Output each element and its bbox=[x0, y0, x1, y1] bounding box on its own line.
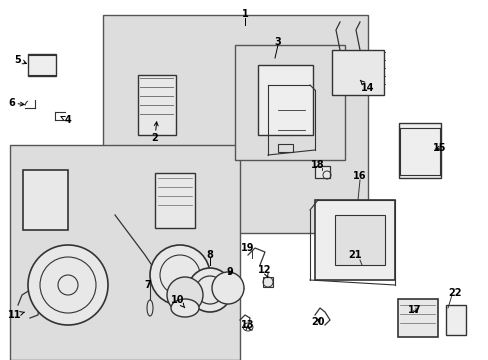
Text: 21: 21 bbox=[347, 250, 361, 260]
Text: 10: 10 bbox=[171, 295, 184, 308]
Text: 4: 4 bbox=[61, 115, 71, 125]
Ellipse shape bbox=[171, 299, 199, 317]
Bar bbox=[257, 65, 312, 135]
Ellipse shape bbox=[167, 277, 203, 313]
Text: 5: 5 bbox=[15, 55, 26, 65]
Text: 8: 8 bbox=[206, 250, 213, 260]
Text: 6: 6 bbox=[9, 98, 24, 108]
Text: 14: 14 bbox=[360, 80, 374, 93]
Ellipse shape bbox=[150, 245, 209, 305]
Text: 16: 16 bbox=[352, 171, 366, 181]
Text: 7: 7 bbox=[144, 280, 151, 290]
Bar bbox=[397, 299, 437, 337]
Ellipse shape bbox=[187, 268, 231, 312]
Text: 18: 18 bbox=[310, 160, 324, 170]
Bar bbox=[138, 75, 176, 135]
Text: 19: 19 bbox=[241, 243, 254, 253]
Text: 2: 2 bbox=[151, 122, 158, 143]
Bar bbox=[445, 305, 465, 335]
Text: 15: 15 bbox=[432, 143, 446, 153]
Ellipse shape bbox=[147, 300, 153, 316]
Bar bbox=[314, 166, 329, 178]
Text: 1: 1 bbox=[241, 9, 248, 19]
Bar bbox=[235, 45, 345, 160]
Text: 9: 9 bbox=[226, 267, 233, 277]
Text: 3: 3 bbox=[274, 37, 281, 47]
Bar bbox=[263, 277, 272, 287]
Bar bbox=[10, 145, 240, 360]
Text: 11: 11 bbox=[8, 310, 24, 320]
Bar bbox=[334, 215, 384, 265]
Bar bbox=[103, 15, 367, 233]
Text: 13: 13 bbox=[241, 320, 254, 330]
Text: 22: 22 bbox=[447, 288, 461, 298]
Text: 12: 12 bbox=[258, 265, 271, 278]
Text: 20: 20 bbox=[311, 317, 324, 327]
Ellipse shape bbox=[212, 272, 244, 304]
Text: 17: 17 bbox=[407, 305, 421, 315]
Bar bbox=[155, 172, 195, 228]
Bar bbox=[22, 170, 67, 230]
Bar bbox=[398, 122, 440, 177]
Bar bbox=[277, 144, 292, 152]
Ellipse shape bbox=[28, 245, 108, 325]
Bar bbox=[28, 54, 56, 76]
Bar bbox=[331, 50, 383, 95]
Bar bbox=[314, 200, 394, 280]
